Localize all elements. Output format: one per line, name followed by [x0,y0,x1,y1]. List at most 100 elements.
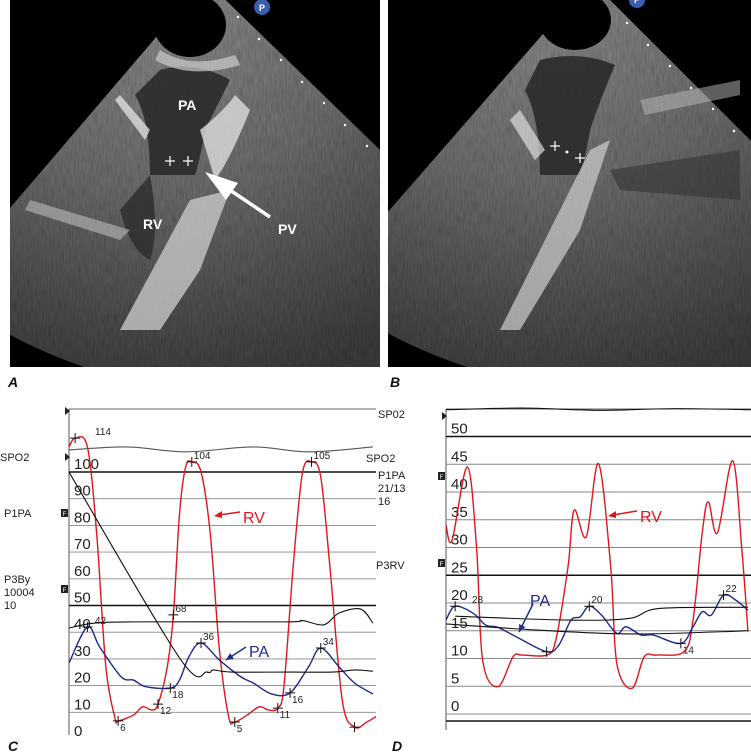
chart-c: 0102030405060708090100FF1146126810451110… [61,407,377,740]
pa-trace-label: PA [530,593,550,610]
panel-label-c: C [8,738,19,754]
chart-c-channel-labels: SPO2 P1PA P3By 10004 10 [0,452,35,612]
measurement-value: 16 [292,695,304,706]
trace-3 [68,471,373,678]
y-tick-label: 0 [74,723,82,740]
measurement-cross-icon [165,683,176,694]
y-tick-label: 30 [451,532,468,549]
measurement-cross-icon [450,601,461,612]
y-tick-label: 10 [74,696,91,713]
chart-d-channel-labels: SP02 SPO2 P1PA 21/13 16 P3RV [366,409,406,572]
measurement-cross-icon [541,646,552,657]
measurement-cross-icon [168,609,179,620]
echo-image-a: P PA RV PV [10,0,380,367]
measurement-value: 6 [120,723,126,734]
f-marker-text: F [440,475,444,481]
pa-arrowhead-icon [226,653,234,660]
measurement-cross-icon [675,638,686,649]
measurement-cross-icon [349,722,360,733]
y-tick-label: 10 [451,643,468,660]
measurement-cross-icon [82,621,93,632]
measurement-value: 22 [726,584,738,595]
channel-p3by: P3By [4,574,31,586]
measurement-cross-icon [315,643,326,654]
rv-trace [68,435,377,729]
channel-p1pa: P1PA [4,508,32,520]
trace-4 [455,606,748,621]
y-tick-label: 45 [451,448,468,465]
measurement-value: 68 [175,604,187,615]
channel-p1pa-value: 21/13 [378,483,406,495]
measurement-value: 114 [95,427,111,438]
measurement-cross-icon [113,715,124,726]
trace-3 [445,623,748,635]
measurement-cross-icon [70,433,81,444]
channel-marker-icon [442,412,447,420]
y-tick-label: 50 [451,421,468,438]
y-tick-label: 0 [451,698,459,715]
channel-p1pa-value: 16 [378,496,390,508]
measurement-cross-icon [306,456,317,467]
pa-arrowhead-icon [519,624,526,632]
probe-badge [629,0,645,8]
panel-label-a: A [8,374,19,390]
measurement-cross-icon [229,716,240,727]
measurement-cross-icon [285,687,296,698]
label-pv: PV [278,221,297,237]
probe-badge-text: P [259,3,265,13]
measurement-cross-icon [272,703,283,714]
depth-scale-dots [236,15,369,148]
y-tick-label: 20 [451,587,468,604]
channel-p3by-value: 10 [4,600,16,612]
measurement-value: 5 [237,724,243,735]
channel-p1pa: P1PA [378,470,406,482]
arrow-icon [205,172,271,219]
ultrasound-sector [10,0,380,367]
panel-label-b: B [390,374,401,390]
measurement-value: 11 [280,710,291,721]
measurement-value: 105 [314,451,331,462]
channel-p3by-value: 10004 [4,587,35,599]
measurement-cross-icon [584,601,595,612]
measurement-cross-icon [186,456,197,467]
measurement-value: 14 [683,645,695,656]
trace-5 [445,407,751,411]
measurement-value: 20 [591,595,603,606]
depth-scale-dots [625,21,736,133]
trace-5 [68,446,373,453]
y-tick-label: 20 [74,670,91,687]
y-tick-label: 60 [74,563,91,580]
y-tick-label: 50 [74,590,91,607]
rv-trace-label: RV [640,509,662,526]
measurement-cross-icon [718,590,729,601]
measurement-cross-icon [153,699,164,710]
measurement-value: 28 [472,595,484,606]
f-marker-text: F [440,562,444,568]
channel-p3rv: P3RV [376,560,405,572]
label-pa: PA [178,97,196,113]
channel-marker-icon [65,453,70,461]
rv-arrowhead-icon [608,511,616,518]
rv-arrow-icon [218,511,241,516]
f-marker-text: F [63,588,67,594]
y-tick-label: 70 [74,536,91,553]
y-tick-label: 80 [74,509,91,526]
rv-arrow-icon [612,510,638,516]
measurement-value: 36 [203,632,215,643]
label-rv: RV [143,216,163,232]
y-tick-label: 100 [74,456,99,473]
y-tick-label: 30 [74,643,91,660]
measurement-value: 18 [172,690,184,701]
channel-spo2: SPO2 [366,453,395,465]
rv-arrowhead-icon [214,511,222,518]
trace-4 [68,608,374,629]
f-marker-icon [438,559,445,567]
y-tick-label: 35 [451,504,468,521]
panel-label-d: D [392,738,403,754]
measurement-value: 34 [323,637,335,648]
measurement-cross-icon [196,637,207,648]
rv-trace [445,460,749,690]
y-tick-label: 15 [451,615,468,632]
chart-d: 0 5 10 15 20 25 30 35 40 45 50 F F 28 20 14 22 RV PA [438,407,751,730]
rv-trace-label: RV [243,510,265,527]
